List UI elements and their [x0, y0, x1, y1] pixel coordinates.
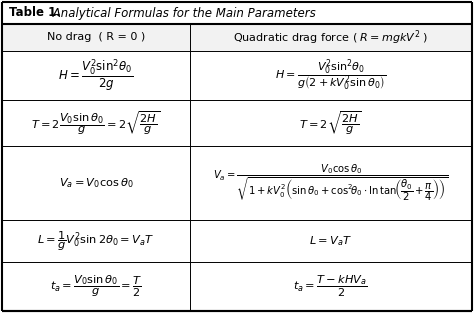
- Text: $T = 2\sqrt{\dfrac{2H}{g}}$: $T = 2\sqrt{\dfrac{2H}{g}}$: [300, 110, 362, 136]
- Text: $L = \dfrac{1}{g}V_0^2\mathrm{sin}\,2\theta_0 = V_a T$: $L = \dfrac{1}{g}V_0^2\mathrm{sin}\,2\th…: [37, 229, 155, 253]
- Text: $L = V_a T$: $L = V_a T$: [310, 234, 352, 248]
- Text: $H = \dfrac{V_0^2\mathrm{sin}^2\theta_0}{2g}$: $H = \dfrac{V_0^2\mathrm{sin}^2\theta_0}…: [58, 58, 133, 94]
- Text: $t_a = \dfrac{V_0\mathrm{sin}\,\theta_0}{g} = \dfrac{T}{2}$: $t_a = \dfrac{V_0\mathrm{sin}\,\theta_0}…: [50, 274, 142, 299]
- Text: Table 1.: Table 1.: [9, 7, 61, 20]
- Text: Quadratic drag force ( $R = mgkV^{2}$ ): Quadratic drag force ( $R = mgkV^{2}$ ): [233, 28, 428, 47]
- Text: $t_a = \dfrac{T - kHV_a}{2}$: $t_a = \dfrac{T - kHV_a}{2}$: [293, 274, 368, 299]
- Text: $V_a = V_0\mathrm{cos}\,\theta_0$: $V_a = V_0\mathrm{cos}\,\theta_0$: [58, 176, 133, 190]
- Text: Analytical Formulas for the Main Parameters: Analytical Formulas for the Main Paramet…: [49, 7, 316, 20]
- Text: No drag  ( R = 0 ): No drag ( R = 0 ): [46, 33, 145, 42]
- Bar: [2, 24, 472, 51]
- Text: $T = 2\dfrac{V_0\mathrm{sin}\,\theta_0}{g} = 2\sqrt{\dfrac{2H}{g}}$: $T = 2\dfrac{V_0\mathrm{sin}\,\theta_0}{…: [31, 109, 160, 137]
- Text: $V_a = \dfrac{V_0\mathrm{cos}\,\theta_0}{\sqrt{1+kV_0^2\left(\mathrm{sin}\,\thet: $V_a = \dfrac{V_0\mathrm{cos}\,\theta_0}…: [213, 163, 448, 203]
- Text: $H = \dfrac{V_0^2\mathrm{sin}^2\theta_0}{g\left(2+kV_0^2\mathrm{sin}\,\theta_0\r: $H = \dfrac{V_0^2\mathrm{sin}^2\theta_0}…: [275, 57, 386, 94]
